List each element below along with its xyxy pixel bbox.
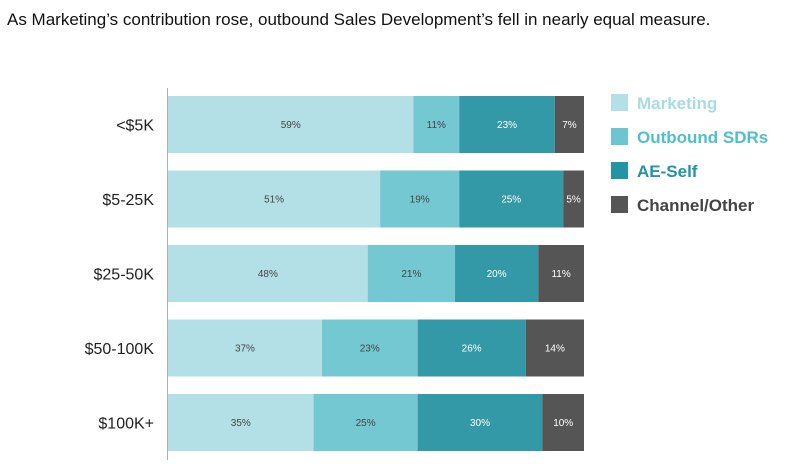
data-label: 26% (462, 344, 482, 355)
bar-segment (321, 319, 418, 377)
data-label: 25% (501, 195, 521, 206)
bar-segment (168, 319, 322, 377)
category-label: <$5K (116, 118, 154, 135)
bar-segment (313, 394, 418, 451)
legend-label: Marketing (637, 94, 717, 113)
chart-title: As Marketing’s contribution rose, outbou… (7, 10, 711, 29)
category-label: $25-50K (94, 267, 155, 284)
bar-segment (554, 96, 584, 153)
bar-segment (413, 96, 460, 153)
bar-segment (563, 170, 584, 228)
data-label: 35% (231, 418, 251, 429)
data-label: 11% (551, 269, 570, 280)
data-label: 21% (401, 269, 421, 280)
data-label: 11% (427, 120, 446, 131)
legend-label: AE-Self (637, 162, 698, 181)
data-label: 30% (470, 418, 490, 429)
bar-segment (459, 170, 564, 228)
legend-label: Outbound SDRs (637, 128, 768, 147)
category-label: $5-25K (102, 192, 154, 209)
data-label: 20% (487, 269, 507, 280)
data-label: 48% (258, 269, 278, 280)
data-label: 14% (545, 344, 565, 355)
legend-swatch (611, 196, 628, 213)
data-label: 19% (410, 195, 430, 206)
data-label: 7% (562, 120, 577, 131)
data-label: 59% (281, 120, 301, 131)
bar-segment (417, 319, 526, 377)
bar-segment (380, 170, 460, 228)
legend-swatch (611, 128, 628, 145)
bar-area: <$5K 59% 11% 23% 7% $5-25K 51% 19% 25% 5% $25-50K 4… (85, 88, 584, 460)
data-label: 25% (356, 418, 376, 429)
data-label: 37% (235, 344, 255, 355)
bar-segment (525, 319, 584, 377)
bar-segment (459, 96, 555, 153)
legend-swatch (611, 162, 628, 179)
bar-segment (542, 394, 584, 451)
data-label: 51% (264, 195, 284, 206)
bar-segment (168, 96, 414, 153)
bar-segment (455, 245, 539, 302)
bar-segment (168, 394, 314, 451)
data-label: 10% (553, 418, 573, 429)
data-label: 23% (360, 344, 380, 355)
legend-swatch (611, 94, 628, 111)
category-label: $100K+ (98, 416, 154, 433)
bar-segment (168, 245, 368, 302)
bar-segment (168, 170, 381, 228)
data-label: 5% (566, 195, 581, 206)
bar-segment (367, 245, 456, 302)
legend-label: Channel/Other (637, 196, 755, 215)
data-label: 23% (497, 120, 517, 131)
category-label: $50-100K (85, 341, 155, 358)
legend: Marketing Outbound SDRs AE-Self Channel/Oth… (611, 94, 768, 215)
bar-segment (417, 394, 543, 451)
bar-segment (538, 245, 584, 302)
